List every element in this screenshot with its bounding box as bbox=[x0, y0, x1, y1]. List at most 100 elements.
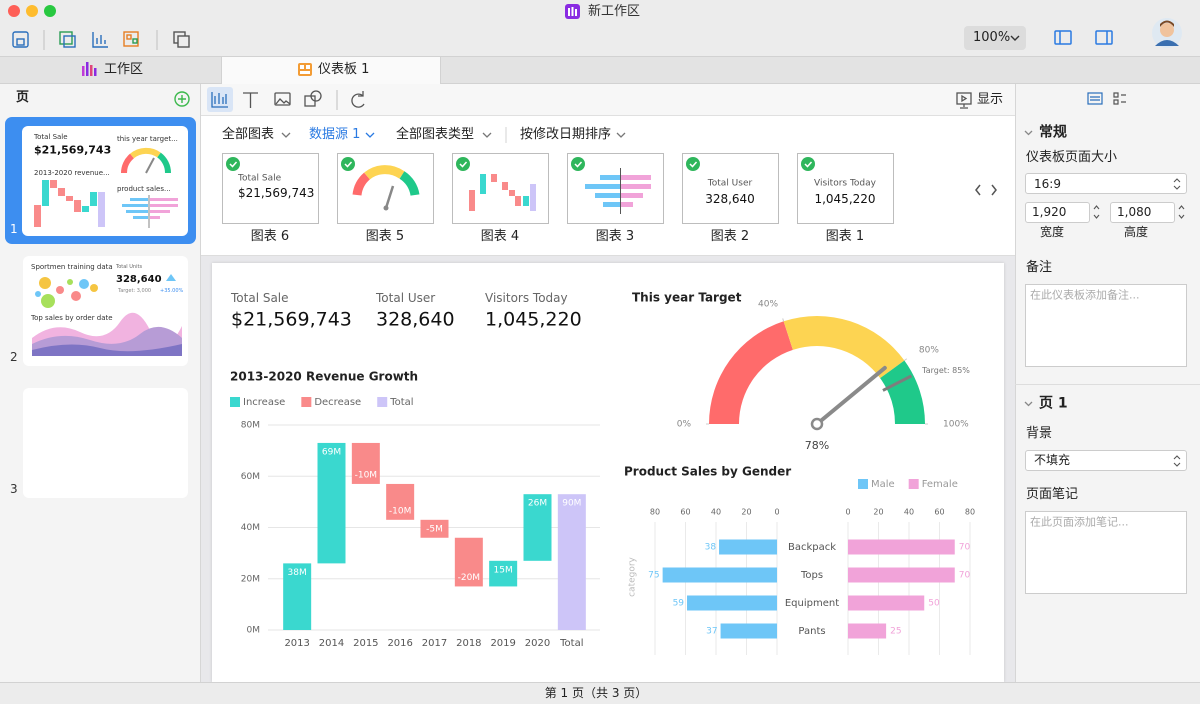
gallery-kpi-value: 328,640 bbox=[705, 191, 755, 206]
thumb-text: Sportmen training data bbox=[31, 262, 113, 271]
filter-dropdown[interactable]: 全部图表类型 bbox=[396, 127, 475, 143]
page-thumb-3[interactable] bbox=[23, 388, 188, 498]
kpi-value: 1,045,220 bbox=[485, 308, 582, 331]
gallery-minis-part bbox=[621, 202, 633, 207]
gallery-minis-part bbox=[469, 190, 475, 211]
gallery-cards-part[interactable] bbox=[567, 153, 664, 224]
filter-dropdown[interactable]: 数据源 1 bbox=[309, 127, 361, 143]
present-button[interactable]: 显示 bbox=[977, 92, 1004, 108]
property-text: 16:9 bbox=[1034, 176, 1061, 191]
thumb-text: $21,569,743 bbox=[34, 143, 112, 157]
status-text: 第 1 页（共 3 页） bbox=[544, 685, 648, 700]
gallery-minis-part bbox=[502, 182, 508, 190]
kpi-value: 328,640 bbox=[376, 308, 455, 331]
kpi-label: Visitors Today bbox=[485, 290, 568, 305]
gallery-cards-part[interactable] bbox=[452, 153, 549, 224]
gallery-checks-part bbox=[801, 157, 815, 171]
height-input[interactable] bbox=[1110, 202, 1175, 223]
tab-label[interactable]: 仪表板 1 bbox=[318, 62, 370, 78]
gallery-minis-part bbox=[621, 193, 643, 198]
filter-chevrons-part[interactable] bbox=[616, 132, 626, 138]
gallery-minis-part bbox=[523, 196, 529, 206]
property-text: 常规 bbox=[1039, 124, 1067, 141]
gallery-label[interactable]: 图表 6 bbox=[250, 229, 290, 245]
property-text: 1,920 bbox=[1032, 204, 1067, 219]
gallery-label[interactable]: 图表 2 bbox=[710, 229, 750, 245]
filter-chevrons-part[interactable] bbox=[365, 132, 375, 138]
property-text: 备注 bbox=[1026, 260, 1053, 276]
thumb-text: Target: 3,000 bbox=[118, 288, 152, 294]
gallery-minis-part bbox=[621, 175, 651, 180]
gallery-minis-part bbox=[509, 190, 515, 196]
property-text: 在此页面添加笔记... bbox=[1030, 515, 1129, 529]
gallery-minis-part bbox=[491, 174, 497, 182]
thumb-text: +35.00% bbox=[160, 288, 184, 294]
zoom-level[interactable]: 100% bbox=[973, 30, 1011, 46]
gallery-cards[interactable] bbox=[222, 153, 894, 224]
property-text: 仪表板页面大小 bbox=[1026, 150, 1118, 166]
gallery-minis-part bbox=[585, 184, 620, 189]
active-tab[interactable] bbox=[221, 57, 441, 84]
page-thumb-2[interactable] bbox=[23, 256, 188, 366]
kpi-value: $21,569,743 bbox=[231, 308, 352, 331]
gallery-minis bbox=[352, 165, 651, 214]
gallery-minis-part bbox=[603, 202, 620, 207]
gallery-kpi-label: Total Sale bbox=[238, 173, 282, 184]
gallery-minis-part bbox=[352, 172, 371, 196]
page-number: 1 bbox=[10, 221, 18, 236]
gallery-minis-part bbox=[621, 184, 651, 189]
gallery-arrows-part[interactable] bbox=[991, 184, 997, 196]
tab-label[interactable]: 工作区 bbox=[104, 62, 144, 78]
gallery-kpi-value: $21,569,743 bbox=[238, 185, 315, 200]
gallery-label[interactable]: 图表 1 bbox=[825, 229, 865, 245]
filter-dropdown[interactable]: 全部图表 bbox=[222, 127, 275, 143]
page-number: 3 bbox=[10, 481, 18, 496]
gallery-label[interactable]: 图表 5 bbox=[365, 229, 405, 245]
thumb-text: Total Units bbox=[116, 264, 143, 270]
thumb-text: 2013-2020 revenue... bbox=[34, 168, 110, 177]
background-select[interactable] bbox=[1025, 450, 1187, 471]
page-thumb-1[interactable] bbox=[22, 126, 188, 236]
thumb-text: Total Sale bbox=[34, 132, 68, 141]
notes-input[interactable] bbox=[1025, 284, 1187, 367]
gallery-checks-part bbox=[686, 157, 700, 171]
gallery-minis-part bbox=[480, 174, 486, 194]
thumb-text: this year target... bbox=[117, 134, 178, 143]
gallery-cards-part[interactable] bbox=[337, 153, 434, 224]
thumb-text: product sales... bbox=[117, 184, 171, 193]
filter-chevrons-part[interactable] bbox=[482, 132, 492, 138]
gallery-minis-part bbox=[399, 171, 420, 196]
filter-dropdown[interactable]: 按修改日期排序 bbox=[520, 127, 612, 143]
gallery-label[interactable]: 图表 3 bbox=[595, 229, 635, 245]
gallery-minis-part bbox=[595, 193, 620, 198]
panel-divider bbox=[1015, 384, 1200, 385]
gallery-minis-part bbox=[515, 196, 521, 206]
property-text: 宽度 bbox=[1039, 224, 1065, 239]
gallery-label[interactable]: 图表 4 bbox=[480, 229, 520, 245]
property-text: 页面笔记 bbox=[1026, 487, 1079, 503]
property-text: 高度 bbox=[1123, 224, 1149, 239]
gallery-checks bbox=[226, 157, 815, 171]
gallery-arrows-part[interactable] bbox=[975, 184, 981, 196]
page-notes-input[interactable] bbox=[1025, 511, 1187, 594]
thumb-text: 328,640 bbox=[116, 274, 162, 285]
gallery-arrows[interactable] bbox=[975, 184, 997, 196]
gallery-checks-part bbox=[341, 157, 355, 171]
filter-chevrons-part[interactable] bbox=[281, 132, 291, 138]
ratio-select[interactable] bbox=[1025, 173, 1187, 194]
gallery-minis-part bbox=[384, 185, 395, 209]
gallery-minis-part bbox=[530, 184, 536, 211]
gallery-checks-part bbox=[229, 161, 813, 168]
main-toolbar bbox=[201, 84, 1015, 116]
gallery-kpi-label: Total User bbox=[707, 178, 753, 189]
property-text: 页 1 bbox=[1039, 395, 1068, 412]
gallery-minis-part bbox=[600, 175, 620, 180]
width-input[interactable] bbox=[1025, 202, 1090, 223]
page-number: 2 bbox=[10, 349, 18, 364]
gallery-minis-part bbox=[364, 165, 405, 180]
property-text: 不填充 bbox=[1034, 452, 1071, 467]
kpi-label: Total User bbox=[376, 290, 436, 305]
kpi-label: Total Sale bbox=[231, 290, 289, 305]
gallery-minis-part bbox=[383, 205, 389, 211]
